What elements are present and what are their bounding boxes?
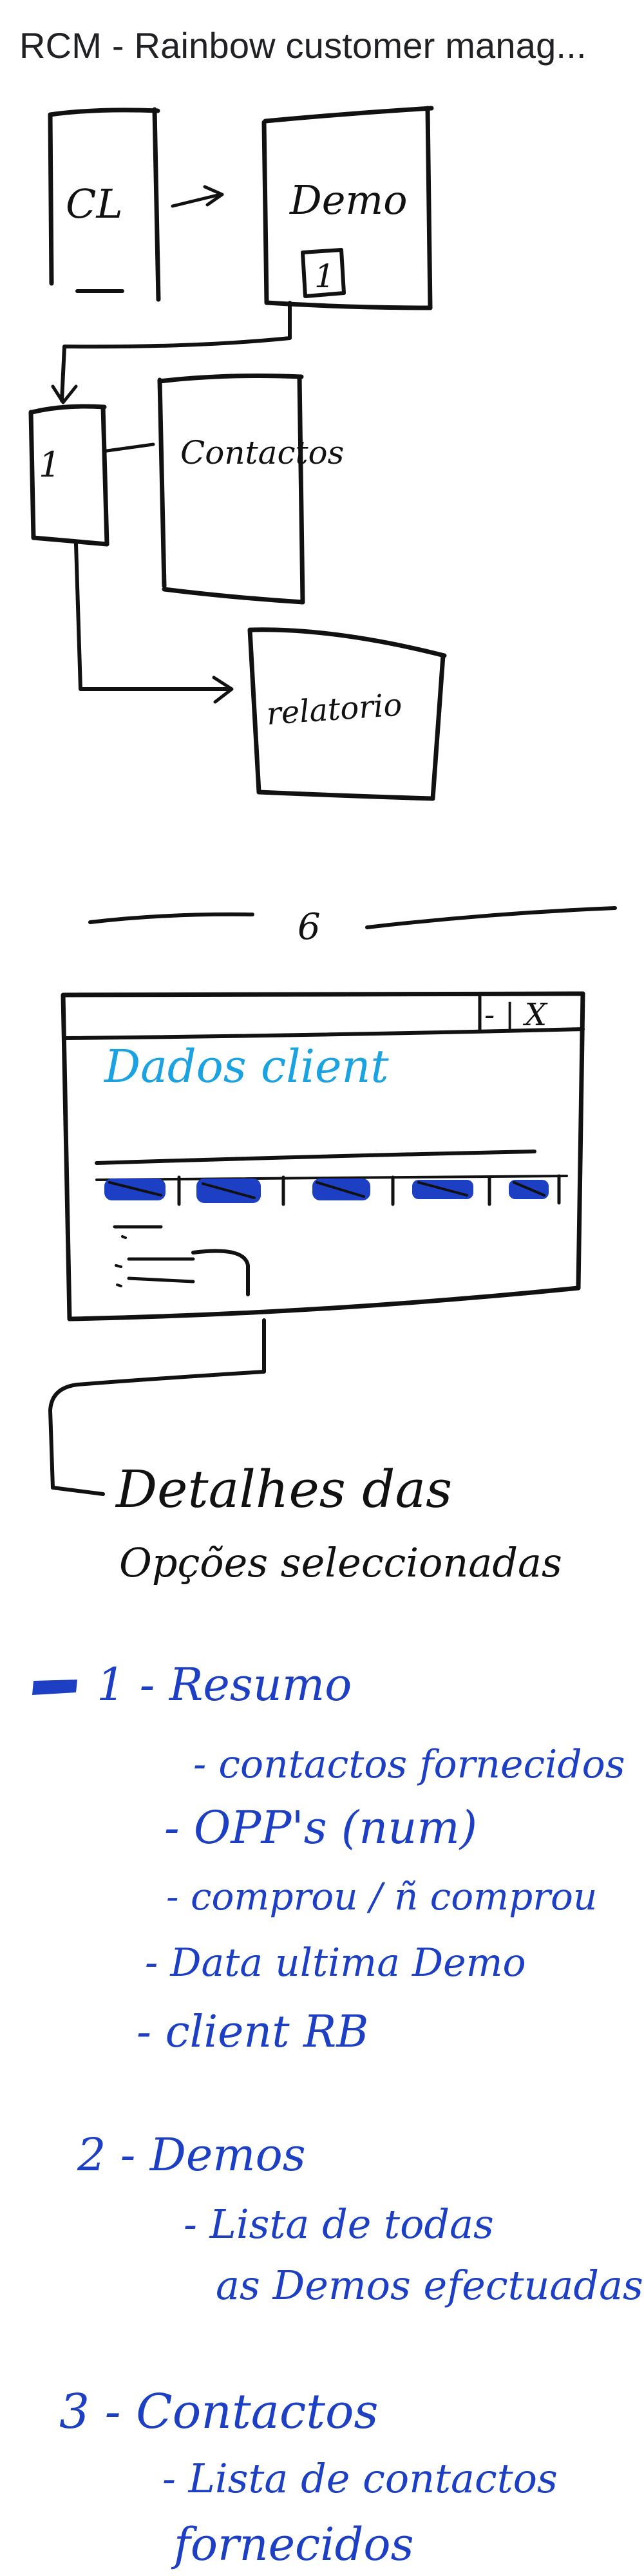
connector-small-relatorio	[74, 542, 234, 704]
details-text: Detalhes das Opções seleccionadas	[115, 1459, 562, 1586]
section3-item-2: fornecidos	[171, 2518, 414, 2571]
separator-label: 6	[298, 906, 321, 948]
box-relatorio-label: relatorio	[265, 687, 403, 732]
section2-item-1: - Lista de todas	[184, 2201, 494, 2248]
section1-item-2: - OPP's (num)	[164, 1801, 477, 1854]
page-header: RCM - Rainbow customer manag...	[0, 0, 644, 97]
section1-item-1: - contactos fornecidos	[193, 1742, 625, 1787]
window-controls: - | X	[484, 997, 548, 1033]
section1-item-4: - Data ultima Demo	[145, 1940, 526, 1985]
section2-title: 2 - Demos	[77, 2128, 306, 2181]
notes-section-2: 2 - Demos - Lista de todas as Demos efec…	[77, 2128, 643, 2309]
box-small-label: 1	[39, 444, 61, 485]
section3-item-1: - Lista de contactos	[162, 2455, 558, 2502]
box-demo: Demo 1	[261, 106, 434, 310]
highlight-mark	[32, 1680, 77, 1695]
arrow-cl-demo	[171, 185, 224, 208]
window-mockup: - | X Dados client	[61, 991, 585, 1321]
page-title: RCM - Rainbow customer manag...	[19, 25, 587, 66]
section1-item-5: - client RB	[137, 2007, 368, 2058]
box-contactos-label: Contactos	[180, 434, 344, 471]
connector-demo-small	[51, 301, 292, 404]
connector-window-details	[48, 1318, 266, 1496]
tab-row	[104, 1174, 561, 1206]
details-line-1: Detalhes das	[115, 1459, 452, 1519]
section3-title: 3 - Contactos	[59, 2384, 379, 2439]
separator: 6	[88, 906, 617, 948]
connector-small-contactos	[105, 442, 155, 453]
box-demo-label: Demo	[289, 176, 408, 223]
section1-title: 1 - Resumo	[97, 1658, 352, 1711]
section1-item-3: - comprou / ñ comprou	[166, 1875, 597, 1918]
box-cl: CL	[48, 107, 161, 302]
box-small: 1	[28, 404, 109, 547]
box-demo-sub-label: 1	[314, 258, 335, 295]
box-cl-label: CL	[66, 180, 123, 227]
window-title: Dados client	[103, 1040, 389, 1093]
section2-item-2: as Demos efectuadas	[216, 2262, 643, 2309]
details-line-2: Opções seleccionadas	[119, 1539, 562, 1586]
flow-diagram: CL Demo 1 1	[28, 106, 447, 801]
notes-section-3: 3 - Contactos - Lista de contactos forne…	[59, 2384, 558, 2571]
box-relatorio: relatorio	[247, 627, 447, 801]
notes-section-1: 1 - Resumo - contactos fornecidos - OPP'…	[32, 1658, 625, 2058]
list-items	[113, 1225, 250, 1296]
box-contactos: Contactos	[157, 374, 344, 605]
